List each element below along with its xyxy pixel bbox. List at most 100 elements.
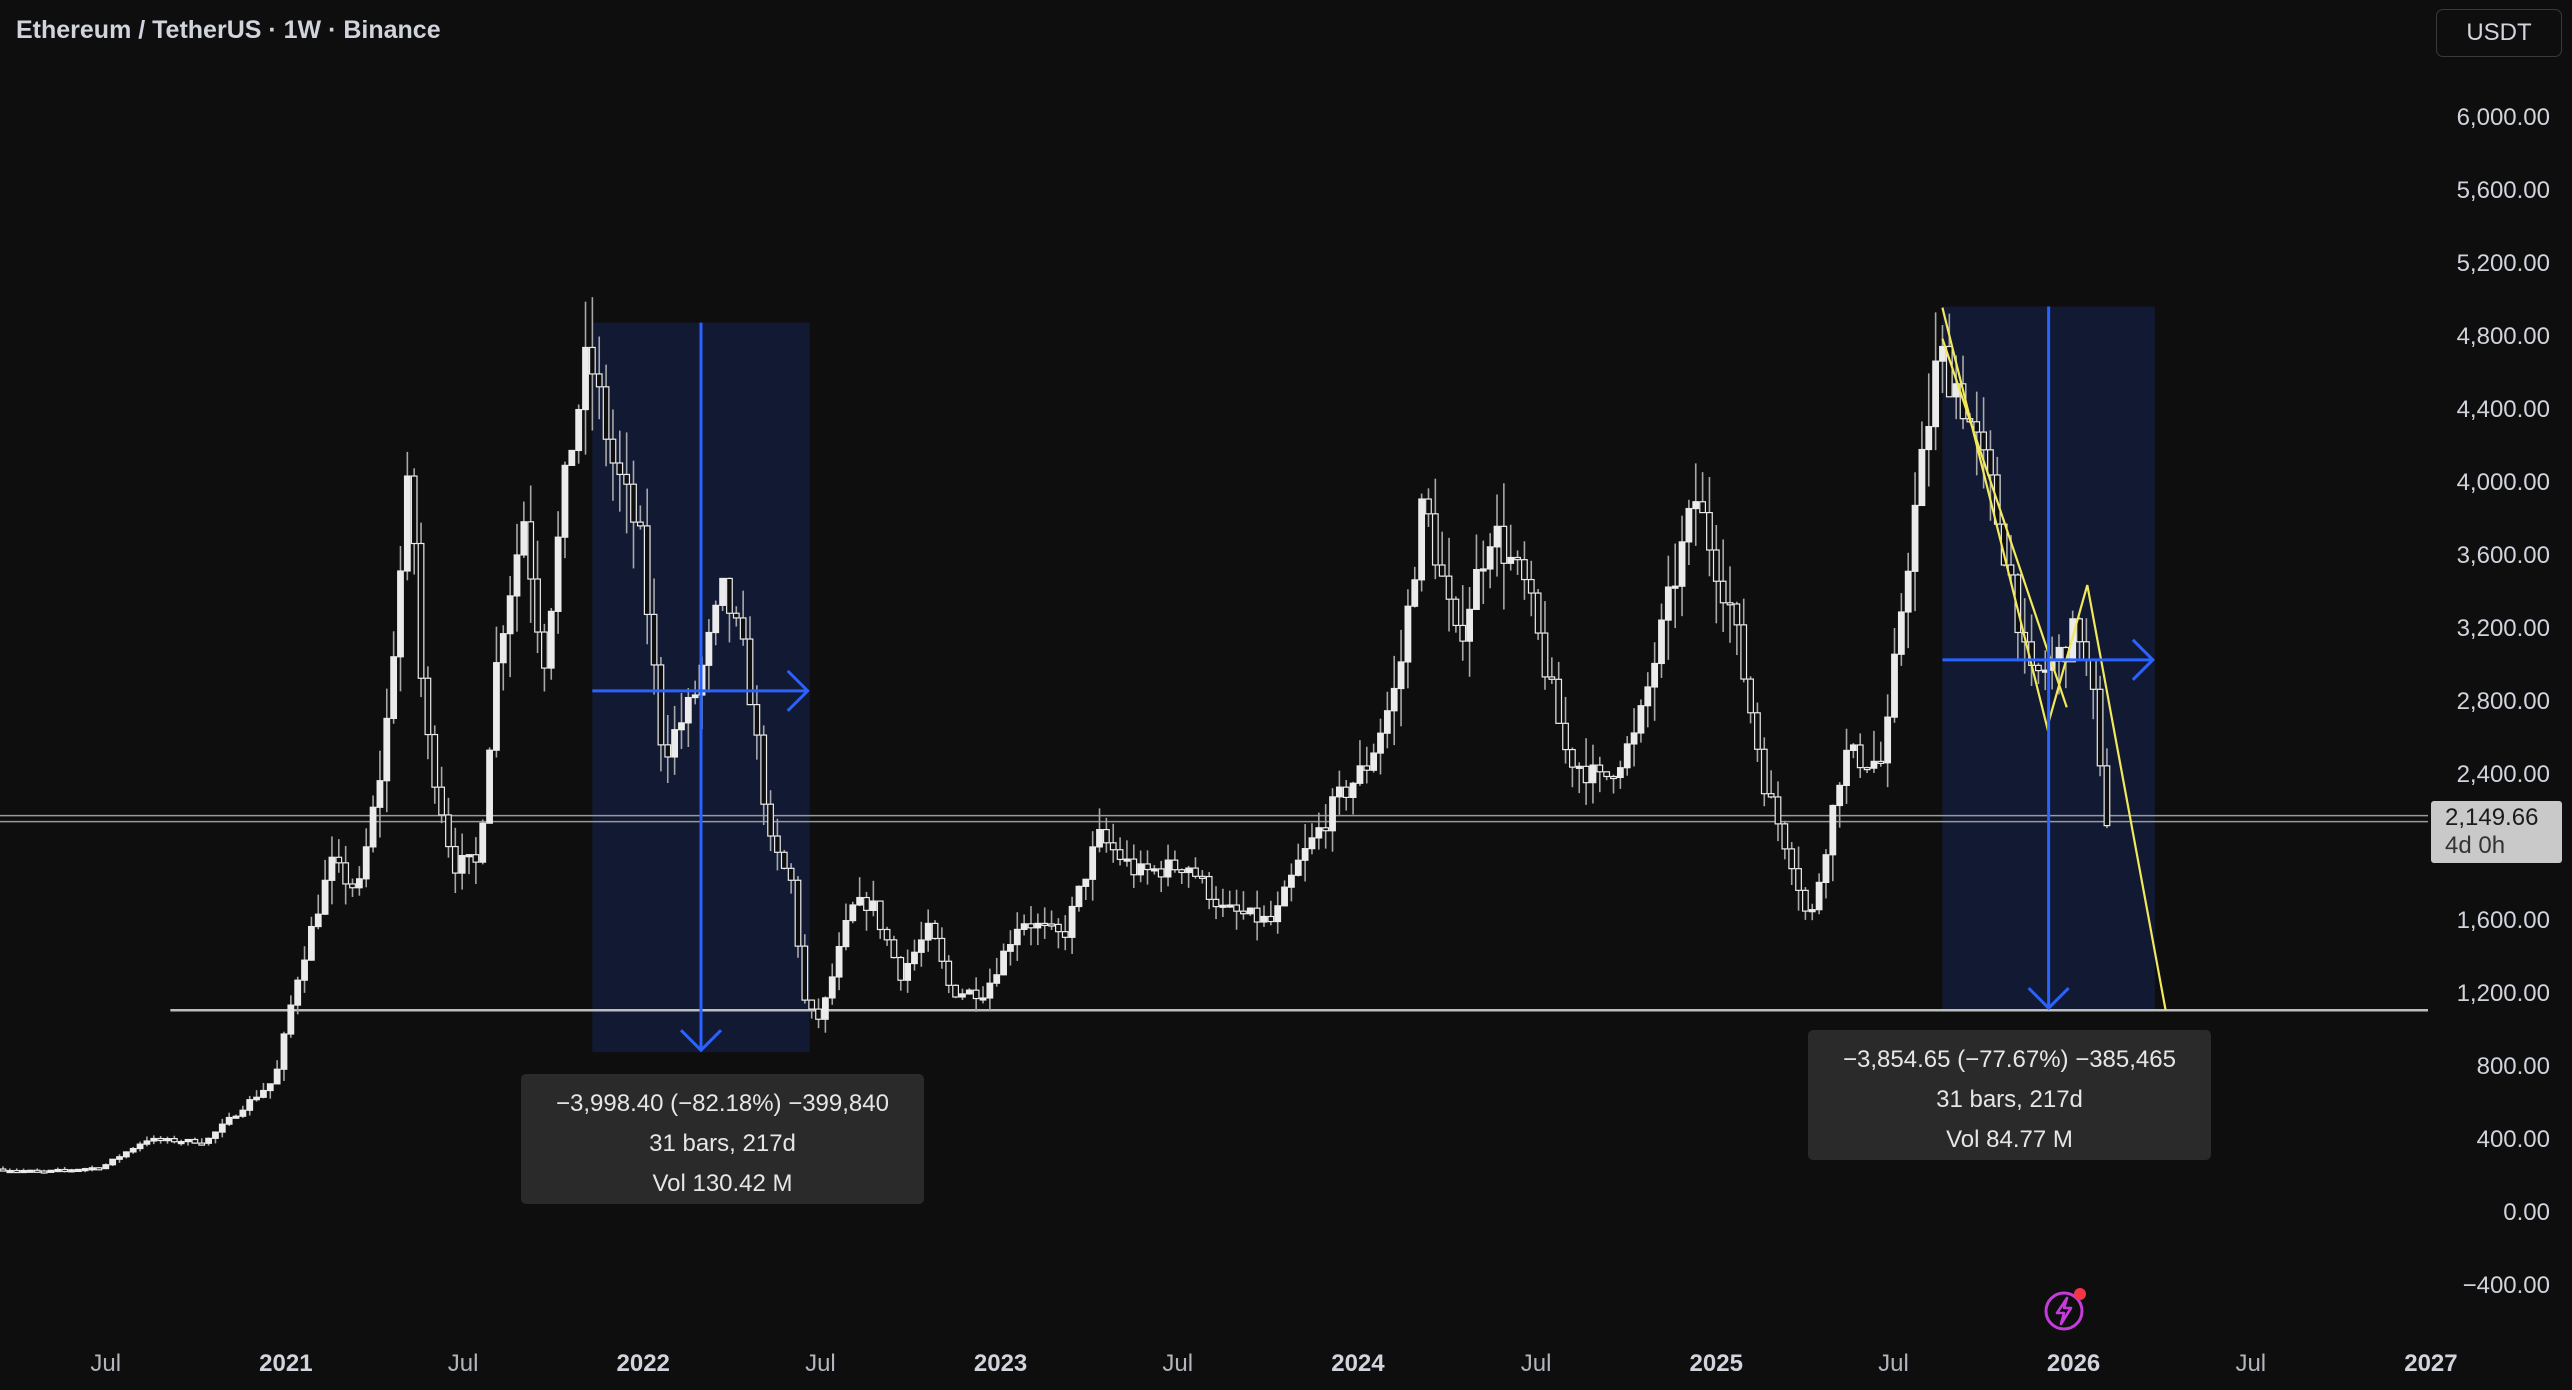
candle-body (1829, 804, 1837, 856)
candle-body (856, 896, 864, 906)
candle-body (20, 1169, 27, 1174)
candle-body (726, 577, 733, 614)
x-tick-label: Jul (1162, 1350, 1193, 1377)
candle-body (561, 464, 569, 538)
candle-body (1884, 716, 1892, 764)
candle-body (1240, 910, 1247, 915)
arrow-head (786, 669, 810, 712)
candle-body (1870, 760, 1878, 769)
candle-body (746, 638, 754, 706)
candle-body (986, 982, 994, 999)
candle-body (1404, 605, 1412, 663)
measure-volume: Vol 84.77 M (1946, 1126, 2073, 1153)
candle-body (1137, 863, 1145, 876)
candle-body (876, 900, 884, 931)
candle-body (1150, 868, 1158, 872)
candle-body (1438, 564, 1446, 577)
candle-body (1027, 923, 1035, 929)
candle-body (1397, 661, 1405, 690)
candle-body (1664, 586, 1672, 621)
candle-body (164, 1138, 171, 1142)
candle-body (1144, 863, 1151, 871)
candle-body (1479, 568, 1487, 572)
candle-body (863, 896, 870, 912)
candle-body (355, 878, 363, 889)
candle-body (2014, 574, 2022, 634)
candle-body (1987, 449, 1994, 476)
candle-body (2076, 618, 2083, 643)
candle-body (1507, 556, 1515, 564)
candle-body (445, 814, 452, 848)
candle-body (1192, 867, 1199, 877)
candle-body (1157, 868, 1165, 878)
candle-body (116, 1156, 123, 1160)
pattern-line (1941, 307, 2167, 1011)
x-tick-label: Jul (1878, 1350, 1909, 1377)
candle-body (575, 408, 583, 452)
last-price: 2,149.66 (2445, 804, 2539, 831)
candle-body (1623, 743, 1631, 769)
candle-body (1082, 878, 1090, 887)
candle-body (945, 960, 953, 986)
candle-body (499, 633, 507, 664)
candle-body (438, 786, 446, 816)
candle-body (1514, 556, 1521, 561)
candle-body (554, 536, 562, 612)
candle-body (1431, 513, 1439, 566)
candle-body (1699, 501, 1707, 514)
x-tick-label: Jul (2235, 1350, 2266, 1377)
arrow-head (2027, 987, 2070, 1011)
candle-body (109, 1158, 117, 1166)
candle-body (2096, 688, 2104, 767)
candle-body (1171, 859, 1179, 871)
candle-body (952, 984, 960, 998)
chart-title: Ethereum / TetherUS · 1W · Binance (16, 16, 441, 44)
candle-body (1541, 632, 1549, 678)
candle-body (767, 803, 774, 837)
candle-body (1123, 858, 1131, 862)
candle-body (972, 989, 980, 1000)
candle-body (1747, 678, 1754, 714)
measure-info-box-2: −3,854.65 (−77.67%) −385,465 31 bars, 21… (1808, 1030, 2211, 1160)
candle-body (1678, 541, 1686, 587)
y-tick-label: 4,000.00 (2457, 469, 2550, 496)
candle-body (1356, 765, 1364, 784)
candle-body (1610, 775, 1617, 780)
candle-body (1445, 575, 1453, 600)
candle-body (301, 959, 308, 981)
candle-body (417, 542, 425, 679)
candle-body (1315, 827, 1323, 839)
candle-body (924, 922, 932, 941)
currency-button[interactable]: USDT (2436, 9, 2562, 57)
x-tick-label: Jul (448, 1350, 479, 1377)
candle-body (1075, 885, 1083, 908)
candle-body (643, 525, 651, 616)
candle-body (1760, 748, 1768, 795)
candle-body (684, 696, 692, 724)
candle-body (136, 1143, 144, 1150)
candle-body (657, 664, 665, 746)
candle-body (1233, 904, 1240, 912)
candle-body (1164, 859, 1172, 878)
candle-body (1644, 686, 1652, 707)
candle-body (465, 854, 473, 858)
candle-body (1130, 858, 1138, 876)
candle-body (335, 856, 343, 864)
y-tick-label: 4,800.00 (2457, 323, 2550, 350)
y-tick-label: 6,000.00 (2457, 104, 2550, 131)
measure-volume: Vol 130.42 M (652, 1170, 793, 1197)
candle-body (1212, 898, 1220, 908)
candle-body (225, 1116, 233, 1125)
candle-body (1089, 846, 1097, 880)
candle-body (938, 937, 946, 962)
candle-body (1281, 886, 1288, 907)
lightning-bolt-icon[interactable] (2040, 1285, 2090, 1335)
candle-body (1575, 765, 1583, 769)
candle-body (1932, 360, 1940, 428)
candle-body (1562, 722, 1569, 751)
candle-body (650, 613, 658, 666)
candle-body (835, 945, 843, 978)
candle-body (821, 997, 829, 1020)
candle-body (520, 521, 528, 556)
